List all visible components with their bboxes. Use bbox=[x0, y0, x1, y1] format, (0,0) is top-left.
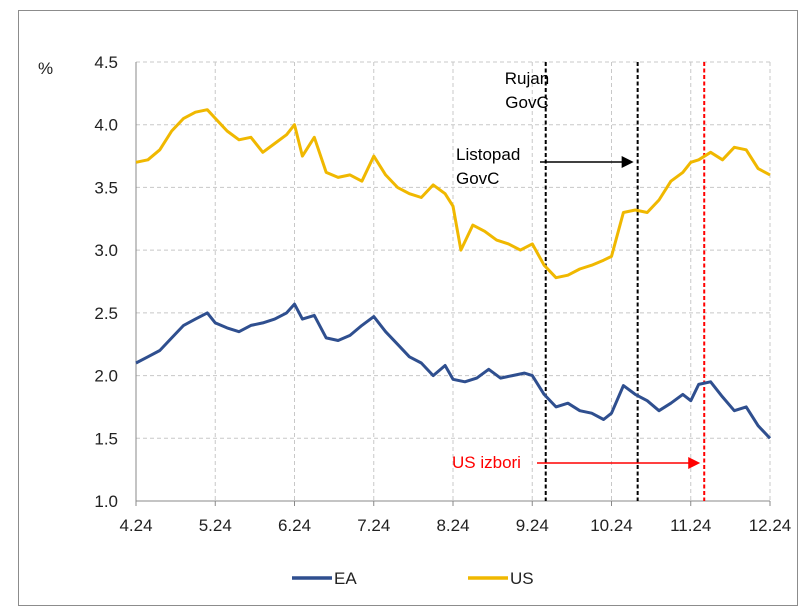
y-tick-label: 2.0 bbox=[94, 367, 118, 386]
x-tick-label: 7.24 bbox=[357, 516, 390, 535]
x-tick-label: 6.24 bbox=[278, 516, 311, 535]
annotations: Rujan GovC Listopad GovC US izbori bbox=[452, 69, 701, 472]
y-tick-label: 4.0 bbox=[94, 116, 118, 135]
y-tick-label: 1.0 bbox=[94, 492, 118, 511]
x-tick-label: 4.24 bbox=[119, 516, 152, 535]
series-line-ea bbox=[135, 302, 772, 440]
y-tick-label: 3.0 bbox=[94, 241, 118, 260]
y-axis-label: % bbox=[38, 59, 53, 78]
legend-label-ea: EA bbox=[334, 569, 357, 588]
x-tick-label: 8.24 bbox=[436, 516, 469, 535]
annotation-listopad-govc: GovC bbox=[456, 169, 499, 188]
x-tick-label: 5.24 bbox=[199, 516, 232, 535]
chart-frame bbox=[18, 10, 798, 606]
annotation-rujan-govc: GovC bbox=[505, 93, 548, 112]
arrow-listopad-head bbox=[621, 156, 634, 168]
annotation-us-izbori: US izbori bbox=[452, 453, 521, 472]
arrow-us-izbori-head bbox=[688, 457, 701, 469]
event-lines bbox=[544, 62, 706, 501]
annotation-rujan-govc: Rujan bbox=[505, 69, 549, 88]
y-tick-label: 2.5 bbox=[94, 304, 118, 323]
legend: EA US bbox=[292, 569, 534, 588]
x-tick-label: 9.24 bbox=[516, 516, 549, 535]
annotation-listopad-govc: Listopad bbox=[456, 145, 520, 164]
series-lines bbox=[135, 108, 772, 440]
axes: 1.0 1.5 2.0 2.5 3.0 3.5 4.0 4.5 4.24 5.24 6.24 7.24… bbox=[38, 53, 791, 535]
y-tick-label: 3.5 bbox=[94, 178, 118, 197]
grid-lines bbox=[136, 61, 771, 501]
x-tick-label: 12.24 bbox=[749, 516, 792, 535]
legend-label-us: US bbox=[510, 569, 534, 588]
x-tick-label: 10.24 bbox=[590, 516, 633, 535]
series-line-us bbox=[135, 108, 771, 280]
x-tick-label: 11.24 bbox=[670, 516, 711, 535]
y-tick-label: 1.5 bbox=[94, 429, 118, 448]
y-tick-label: 4.5 bbox=[94, 53, 118, 72]
